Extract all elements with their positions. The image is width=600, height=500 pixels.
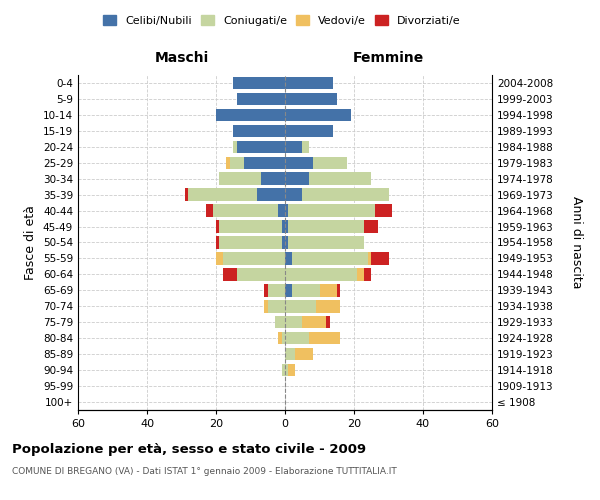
Bar bbox=[285, 236, 289, 248]
Bar bbox=[223, 252, 285, 264]
Bar bbox=[285, 140, 302, 153]
Bar bbox=[292, 252, 368, 264]
Bar bbox=[281, 364, 285, 376]
Bar bbox=[285, 268, 358, 280]
Text: Femmine: Femmine bbox=[353, 52, 424, 66]
Bar bbox=[265, 284, 268, 296]
Bar bbox=[233, 77, 285, 89]
Bar bbox=[230, 156, 244, 169]
Bar bbox=[278, 204, 285, 217]
Bar bbox=[337, 284, 340, 296]
Bar bbox=[261, 172, 285, 185]
Bar bbox=[188, 188, 257, 201]
Text: Popolazione per età, sesso e stato civile - 2009: Popolazione per età, sesso e stato civil… bbox=[12, 442, 366, 456]
Bar bbox=[275, 316, 285, 328]
Bar bbox=[320, 284, 337, 296]
Bar bbox=[285, 348, 295, 360]
Bar bbox=[364, 268, 371, 280]
Bar bbox=[309, 332, 340, 344]
Bar bbox=[223, 268, 237, 280]
Bar bbox=[285, 364, 289, 376]
Text: Maschi: Maschi bbox=[154, 52, 209, 66]
Bar bbox=[302, 188, 389, 201]
Bar bbox=[220, 236, 281, 248]
Bar bbox=[295, 348, 313, 360]
Bar bbox=[302, 316, 326, 328]
Bar bbox=[285, 92, 337, 105]
Bar bbox=[368, 252, 371, 264]
Bar bbox=[289, 236, 364, 248]
Y-axis label: Fasce di età: Fasce di età bbox=[25, 205, 37, 280]
Bar bbox=[285, 220, 289, 233]
Bar bbox=[268, 300, 285, 312]
Bar bbox=[302, 140, 309, 153]
Bar bbox=[281, 332, 285, 344]
Bar bbox=[285, 204, 289, 217]
Bar bbox=[233, 124, 285, 137]
Bar bbox=[281, 236, 285, 248]
Bar bbox=[289, 204, 374, 217]
Bar bbox=[268, 284, 285, 296]
Bar bbox=[216, 220, 220, 233]
Bar bbox=[285, 156, 313, 169]
Y-axis label: Anni di nascita: Anni di nascita bbox=[570, 196, 583, 289]
Bar bbox=[285, 124, 334, 137]
Bar bbox=[285, 332, 309, 344]
Bar bbox=[220, 220, 281, 233]
Bar bbox=[285, 300, 316, 312]
Bar bbox=[226, 156, 230, 169]
Bar bbox=[285, 284, 292, 296]
Bar bbox=[278, 332, 281, 344]
Bar bbox=[285, 188, 302, 201]
Text: COMUNE DI BREGANO (VA) - Dati ISTAT 1° gennaio 2009 - Elaborazione TUTTITALIA.IT: COMUNE DI BREGANO (VA) - Dati ISTAT 1° g… bbox=[12, 468, 397, 476]
Bar bbox=[237, 92, 285, 105]
Legend: Celibi/Nubili, Coniugati/e, Vedovi/e, Divorziati/e: Celibi/Nubili, Coniugati/e, Vedovi/e, Di… bbox=[99, 10, 465, 30]
Bar bbox=[374, 204, 392, 217]
Bar bbox=[289, 364, 295, 376]
Bar bbox=[233, 140, 237, 153]
Bar bbox=[364, 220, 378, 233]
Bar bbox=[285, 108, 350, 121]
Bar bbox=[216, 252, 223, 264]
Bar bbox=[316, 300, 340, 312]
Bar bbox=[292, 284, 320, 296]
Bar bbox=[313, 156, 347, 169]
Bar bbox=[285, 172, 309, 185]
Bar bbox=[285, 252, 292, 264]
Bar bbox=[237, 140, 285, 153]
Bar bbox=[206, 204, 212, 217]
Bar bbox=[216, 236, 220, 248]
Bar bbox=[281, 220, 285, 233]
Bar bbox=[244, 156, 285, 169]
Bar bbox=[185, 188, 188, 201]
Bar bbox=[212, 204, 278, 217]
Bar bbox=[285, 77, 334, 89]
Bar bbox=[220, 172, 261, 185]
Bar bbox=[265, 300, 268, 312]
Bar bbox=[309, 172, 371, 185]
Bar bbox=[285, 316, 302, 328]
Bar bbox=[237, 268, 285, 280]
Bar bbox=[216, 108, 285, 121]
Bar bbox=[358, 268, 364, 280]
Bar bbox=[371, 252, 389, 264]
Bar bbox=[326, 316, 330, 328]
Bar bbox=[257, 188, 285, 201]
Bar bbox=[289, 220, 364, 233]
